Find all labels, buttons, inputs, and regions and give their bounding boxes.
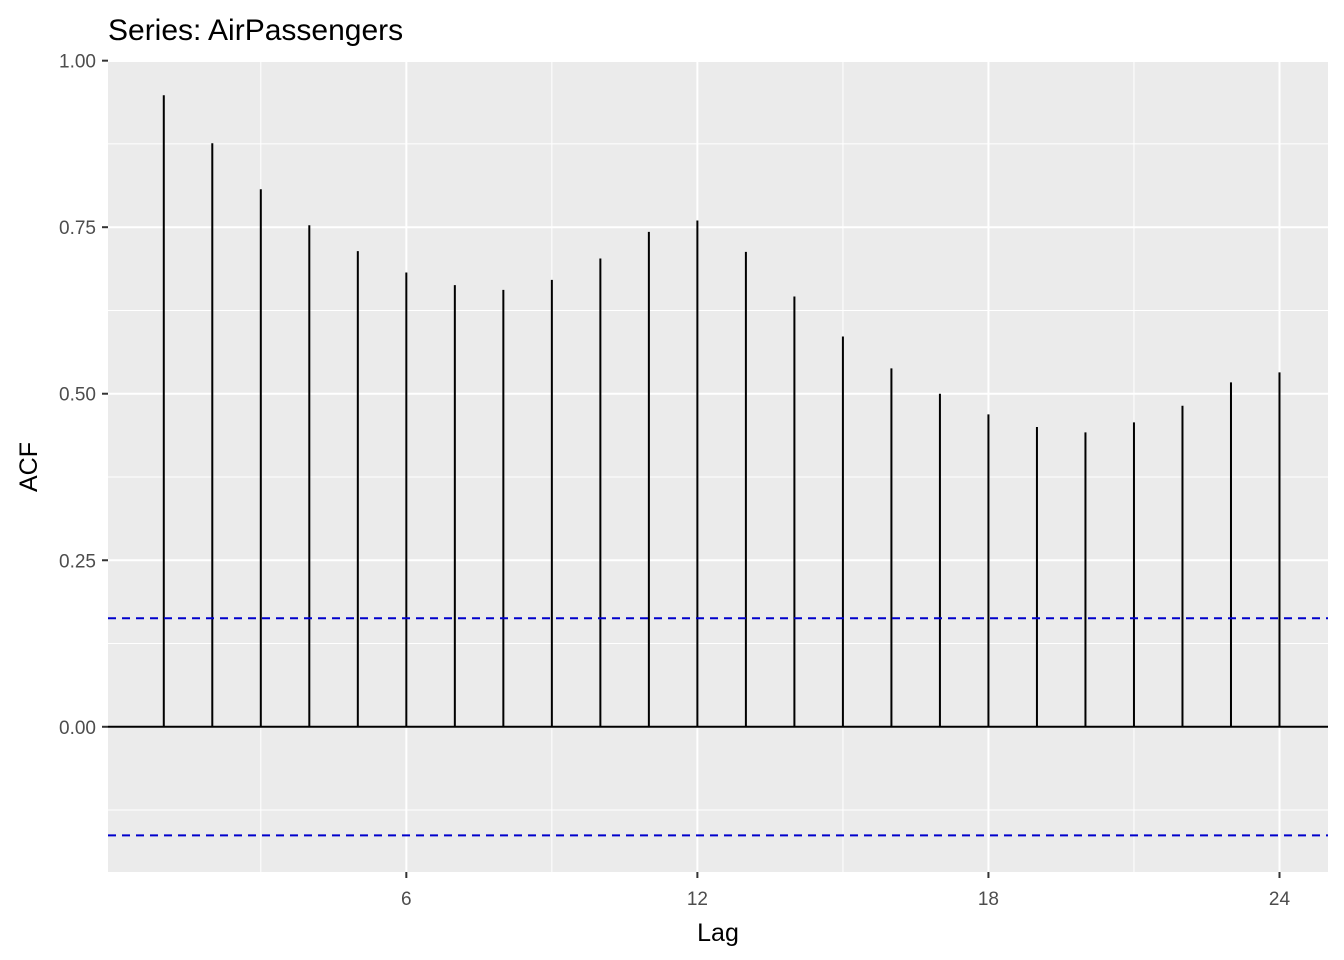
y-tick-label: 0.00	[59, 718, 96, 739]
x-tick-label: 18	[978, 889, 999, 910]
y-tick-label: 1.00	[59, 52, 96, 73]
acf-bars	[162, 95, 1281, 727]
x-tick-label: 24	[1269, 889, 1291, 910]
y-tick-label: 0.50	[59, 385, 96, 406]
x-axis: 6 12 18 24	[401, 872, 1290, 910]
confidence-lines	[108, 617, 1328, 837]
plot-panel	[108, 62, 1328, 872]
x-axis-label: Lag	[697, 919, 739, 947]
x-tick-label: 6	[401, 889, 412, 910]
y-axis: 0.00 0.25 0.50 0.75 1.00	[59, 52, 108, 739]
x-tick-label: 12	[687, 889, 708, 910]
y-axis-label: ACF	[15, 442, 43, 492]
chart-title: Series: AirPassengers	[108, 14, 403, 47]
y-tick-label: 0.75	[59, 218, 96, 239]
y-tick-label: 0.25	[59, 551, 96, 572]
